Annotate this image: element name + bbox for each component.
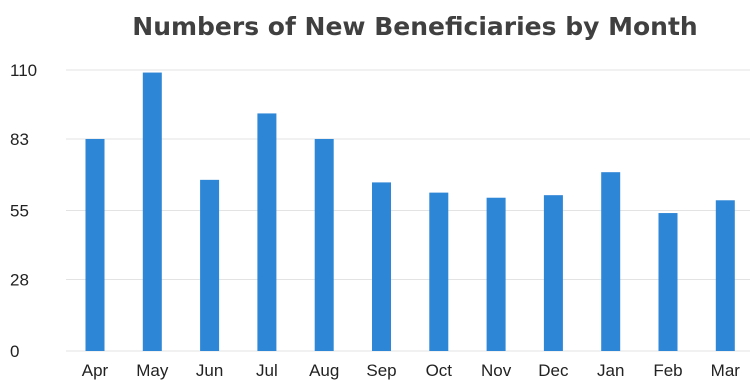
bar-aug <box>314 138 334 351</box>
bar-oct <box>429 192 449 351</box>
x-tick-label-apr: Apr <box>82 361 109 380</box>
bar-dec <box>543 195 563 351</box>
x-tick-label-mar: Mar <box>711 361 741 380</box>
y-tick-label: 55 <box>10 202 29 221</box>
bar-mar <box>715 200 735 351</box>
bar-feb <box>658 213 678 351</box>
x-tick-label-sep: Sep <box>366 361 396 380</box>
x-tick-label-jul: Jul <box>256 361 278 380</box>
bars <box>85 72 735 352</box>
bar-jan <box>601 172 621 351</box>
bar-apr <box>85 138 105 351</box>
bar-may <box>142 72 162 352</box>
bar-sep <box>372 182 391 351</box>
x-tick-label-dec: Dec <box>538 361 569 380</box>
grid-lines <box>66 69 750 352</box>
x-tick-label-feb: Feb <box>653 361 682 380</box>
x-tick-label-jan: Jan <box>597 361 624 380</box>
bar-nov <box>486 197 506 351</box>
bar-jul <box>257 113 277 351</box>
x-tick-label-aug: Aug <box>309 361 339 380</box>
y-tick-label: 110 <box>10 61 37 80</box>
x-tick-label-oct: Oct <box>426 361 453 380</box>
bar-jun <box>200 179 220 351</box>
y-axis-ticks: 0 28 55 83 110 <box>10 61 37 361</box>
y-tick-label: 28 <box>10 270 29 289</box>
y-tick-label: 0 <box>10 342 19 361</box>
chart-title: Numbers of New Beneficiaries by Month <box>132 12 698 41</box>
y-tick-label: 83 <box>10 130 29 149</box>
x-axis-ticks: Apr May Jun Jul Aug Sep Oct Nov Dec Jan Feb Mar <box>82 361 741 380</box>
x-tick-label-may: May <box>136 361 169 380</box>
x-tick-label-nov: Nov <box>481 361 512 380</box>
x-tick-label-jun: Jun <box>196 361 223 380</box>
